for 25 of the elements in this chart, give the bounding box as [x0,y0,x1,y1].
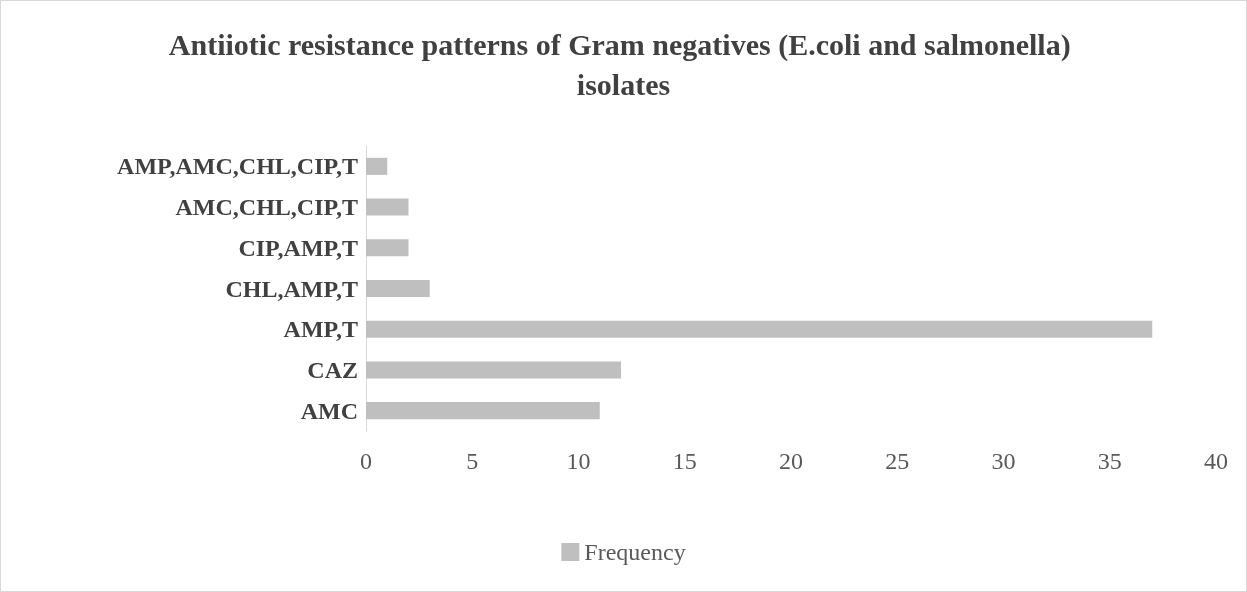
x-tick-label: 20 [779,448,803,474]
y-tick-label: CHL,AMP,T [225,275,358,302]
bar [366,279,430,298]
bar [366,239,409,257]
bar [366,320,1153,338]
x-tick-label: 25 [885,448,910,474]
x-tick-label: 40 [1204,448,1228,474]
x-tick-label: 35 [1097,448,1122,474]
y-tick-label: AMP,AMC,CHL,CIP,T [117,153,358,180]
chart-title: Antiiotic resistance patterns of Gram negatives (E.coli and salmonella) isolates [168,27,1079,101]
bar [366,157,388,175]
y-tick-label: AMC [300,397,358,424]
bar [366,198,409,216]
x-tick-label: 10 [566,448,591,474]
x-tick-label: 0 [360,448,372,474]
y-tick-label: CAZ [307,356,358,383]
x-tick-label: 15 [672,448,697,474]
legend-label: Frequency [584,539,686,565]
bar [366,402,600,420]
x-tick-label: 30 [991,448,1016,474]
x-tick-label: 5 [466,448,479,474]
y-tick-label: CIP,AMP,T [238,234,358,261]
y-tick-label: AMC,CHL,CIP,T [175,194,358,221]
bar [366,361,621,379]
y-tick-label: AMP,T [283,316,358,343]
